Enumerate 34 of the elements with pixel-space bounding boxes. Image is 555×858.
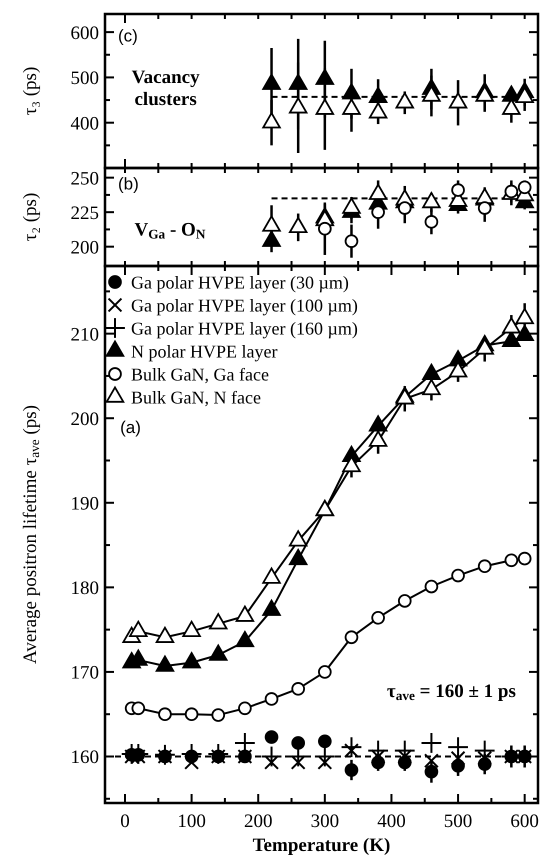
y-tick-label: 250 <box>70 168 99 190</box>
y-tick-label: 600 <box>70 22 99 44</box>
y-axis-title: τ₃ (ps) <box>20 66 41 116</box>
annotation: V$_{Ga}$ - O$_{N}$ <box>134 219 206 242</box>
x-tick-label: 300 <box>310 811 340 832</box>
x-axis-title: Temperature (K) <box>252 835 390 856</box>
legend-label: Bulk GaN, N face <box>131 387 261 408</box>
x-tick-label: 100 <box>177 811 206 832</box>
x-tick-label: 0 <box>120 811 130 832</box>
y-tick-label: 210 <box>70 324 99 346</box>
y-tick-label: 190 <box>70 493 99 514</box>
y-tick-label: 160 <box>70 747 99 768</box>
y-axis-title: τ₂ (ps) <box>20 192 41 242</box>
x-tick-label: 600 <box>510 811 539 832</box>
annotation: Vacancy clusters <box>132 67 200 110</box>
x-tick-label: 200 <box>244 811 272 832</box>
y-tick-label: 400 <box>70 113 99 134</box>
legend-label: N polar HVPE layer <box>131 341 278 362</box>
y-tick-label: 200 <box>70 237 99 258</box>
y-tick-label: 170 <box>70 662 99 684</box>
y-tick-label: 180 <box>70 578 99 600</box>
legend-label: Ga polar HVPE layer (100 µm) <box>131 295 358 316</box>
annotation: (a) <box>120 418 141 438</box>
y-tick-label: 200 <box>70 408 99 430</box>
y-tick-label: 225 <box>70 202 99 224</box>
legend-label: Ga polar HVPE layer (160 µm) <box>131 318 358 338</box>
x-tick-label: 500 <box>444 811 472 832</box>
y-tick-label: 500 <box>70 68 99 90</box>
legend-label: Ga polar HVPE layer (30 µm) <box>131 272 349 292</box>
x-tick-label: 400 <box>377 811 406 832</box>
annotation: (c) <box>118 26 138 46</box>
annotation: (b) <box>118 174 139 194</box>
annotation: τ$_{ave}$ = 160 ± 1 ps <box>386 680 516 704</box>
legend-label: Bulk GaN, Ga face <box>131 364 269 384</box>
